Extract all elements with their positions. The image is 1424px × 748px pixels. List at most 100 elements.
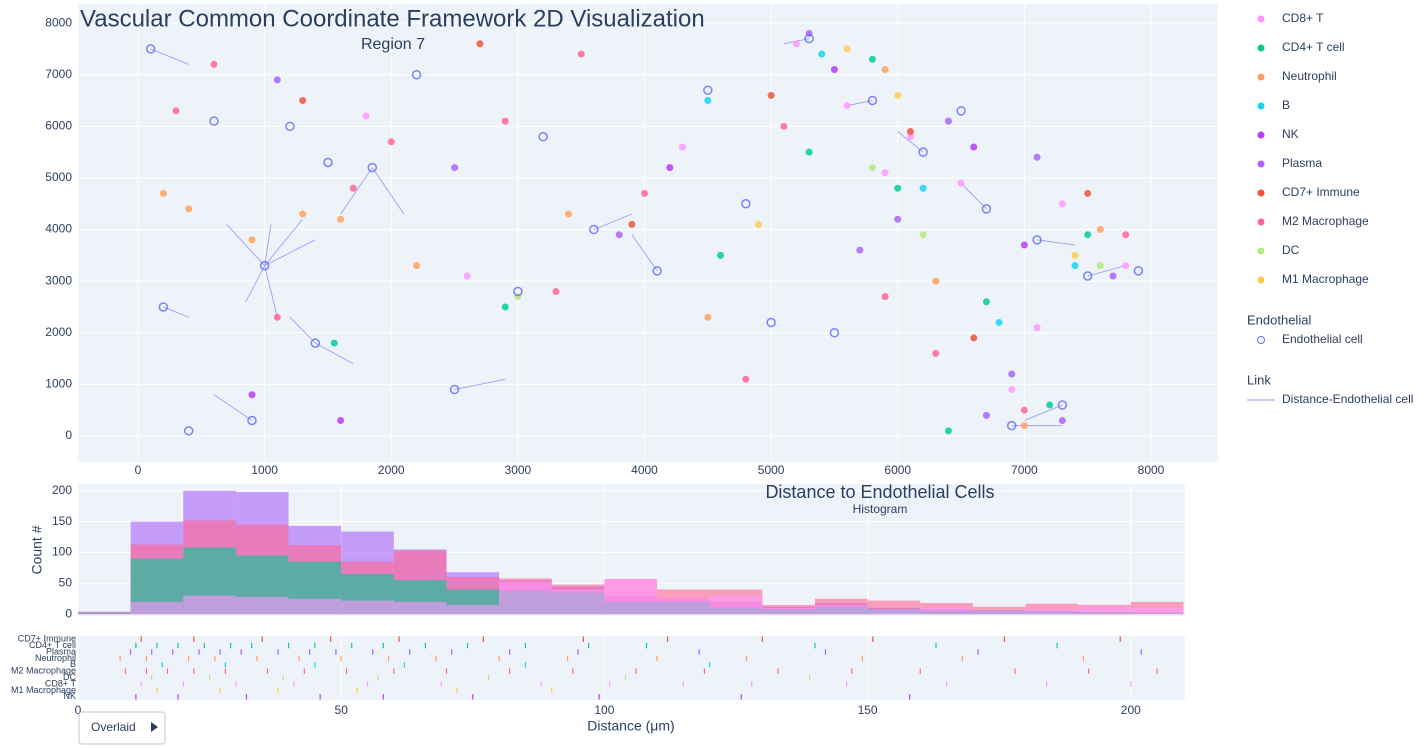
endothelial-point xyxy=(1133,266,1144,276)
legend-item[interactable]: M2 Macrophage xyxy=(1257,214,1370,228)
chart-subtitle: Region 7 xyxy=(361,36,425,53)
legend-item[interactable]: Neutrophil xyxy=(1257,69,1337,83)
rug-category-label: M1 Macrophage xyxy=(11,685,76,695)
cell-point xyxy=(754,220,762,228)
legend-item[interactable]: DC xyxy=(1257,243,1300,257)
endothelial-point xyxy=(829,328,840,338)
legend-item[interactable]: Plasma xyxy=(1257,156,1323,170)
cell-point xyxy=(716,251,724,259)
button-label[interactable]: Overlaid xyxy=(91,720,136,734)
cell-point xyxy=(1071,251,1079,259)
legend-label[interactable]: CD8+ T xyxy=(1282,11,1324,25)
legend-symbol[interactable] xyxy=(1257,218,1265,226)
cell-point xyxy=(995,318,1003,326)
endothelial-point xyxy=(209,116,219,126)
x-axis-label: Distance (μm) xyxy=(587,718,674,734)
cell-point xyxy=(982,298,990,306)
histogram-bar xyxy=(1025,603,1079,615)
legend-symbol[interactable] xyxy=(1257,15,1265,23)
legend-symbol[interactable] xyxy=(1257,160,1265,168)
cell-point xyxy=(881,66,889,74)
legend-symbol[interactable] xyxy=(1257,102,1265,110)
legend-label[interactable]: M1 Macrophage xyxy=(1282,272,1369,286)
legend-item[interactable]: Distance-Endothelial cell xyxy=(1247,392,1413,406)
legend-item[interactable]: B xyxy=(1257,98,1291,112)
y-tick-label: 100 xyxy=(52,545,72,559)
cell-point xyxy=(704,313,712,321)
y-tick-label: 8000 xyxy=(45,15,72,29)
legend-label[interactable]: NK xyxy=(1282,127,1299,141)
x-tick-label: 1000 xyxy=(251,463,278,477)
endothelial-point xyxy=(449,384,460,395)
cell-point xyxy=(185,205,193,213)
button-frame[interactable] xyxy=(78,711,166,745)
legend-symbol[interactable] xyxy=(1257,189,1265,197)
cell-point xyxy=(1109,272,1117,280)
cell-point xyxy=(1084,189,1092,197)
cell-point xyxy=(894,215,902,223)
x-tick-label: 150 xyxy=(858,703,878,717)
legend-item[interactable]: M1 Macrophage xyxy=(1257,272,1370,286)
cell-point xyxy=(413,262,421,270)
cell-point xyxy=(780,122,788,130)
cell-point xyxy=(944,427,952,435)
legend-symbol[interactable] xyxy=(1257,247,1265,255)
button-arrow[interactable] xyxy=(151,722,158,732)
legend-item[interactable]: CD8+ T xyxy=(1257,11,1325,25)
histogram-bar xyxy=(235,596,289,615)
cell-point xyxy=(818,50,826,58)
legend-label[interactable]: Endothelial cell xyxy=(1282,332,1363,346)
legend-label[interactable]: Distance-Endothelial cell xyxy=(1282,392,1413,406)
legend-symbol[interactable] xyxy=(1257,276,1265,284)
x-tick-label: 2000 xyxy=(378,463,405,477)
rug-category-label: Neutrophil xyxy=(35,653,76,663)
x-tick-label: 200 xyxy=(1121,703,1141,717)
x-tick-label: 4000 xyxy=(631,463,658,477)
mode-button[interactable]: Overlaid xyxy=(78,711,166,745)
cell-point xyxy=(172,107,180,115)
legend-symbol[interactable] xyxy=(1257,44,1265,52)
cell-point xyxy=(944,117,952,125)
histogram-bar xyxy=(183,595,236,615)
cell-point xyxy=(1033,153,1041,161)
y-tick-label: 5000 xyxy=(45,170,72,184)
cell-point xyxy=(1122,262,1130,270)
histogram-bar xyxy=(446,604,500,615)
y-tick-label: 150 xyxy=(52,514,72,528)
legend-item[interactable]: CD4+ T cell xyxy=(1257,40,1345,54)
cell-point xyxy=(1096,226,1104,234)
cell-point xyxy=(704,97,712,105)
histogram-bar xyxy=(78,613,131,615)
legend-label[interactable]: CD7+ Immune xyxy=(1282,185,1360,199)
x-tick-label: 0 xyxy=(75,703,82,717)
endothelial-point xyxy=(538,131,548,142)
legend-label[interactable]: Neutrophil xyxy=(1282,69,1337,83)
cell-point xyxy=(349,184,357,192)
endothelial-point xyxy=(652,266,662,276)
legend-symbol[interactable] xyxy=(1257,73,1265,81)
endothelial-point xyxy=(259,260,270,271)
y-tick-label: 3000 xyxy=(45,273,72,287)
cell-point xyxy=(906,127,914,135)
endothelial-point xyxy=(1032,235,1042,245)
cell-point xyxy=(641,189,649,197)
cell-point xyxy=(881,169,889,177)
legend-item[interactable]: Endothelial cell xyxy=(1257,332,1363,346)
histogram-bar xyxy=(1025,609,1079,615)
cell-point xyxy=(1046,401,1054,409)
legend-label[interactable]: M2 Macrophage xyxy=(1282,214,1369,228)
legend-symbol[interactable] xyxy=(1257,131,1265,139)
legend-item[interactable]: NK xyxy=(1257,127,1299,141)
legend-label[interactable]: B xyxy=(1282,98,1290,112)
histogram-bar xyxy=(1078,606,1131,615)
legend-label[interactable]: DC xyxy=(1282,243,1300,257)
legend-label[interactable]: CD4+ T cell xyxy=(1282,40,1345,54)
endothelial-point xyxy=(367,162,378,173)
legend-label[interactable]: Plasma xyxy=(1282,156,1322,170)
legend-group-title: Endothelial xyxy=(1247,312,1311,327)
legend-symbol[interactable] xyxy=(1257,336,1265,344)
legend-item[interactable]: CD7+ Immune xyxy=(1257,185,1361,199)
cell-point xyxy=(970,143,978,151)
link-line xyxy=(150,38,1126,427)
